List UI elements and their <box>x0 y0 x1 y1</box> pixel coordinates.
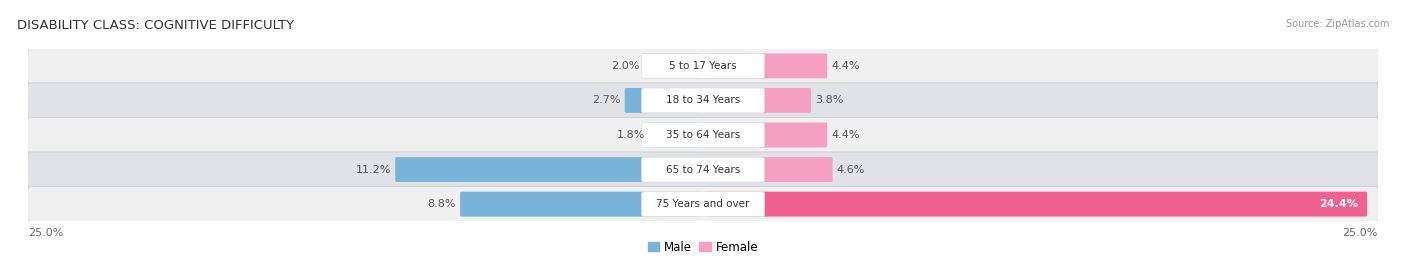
Text: 8.8%: 8.8% <box>427 199 456 209</box>
FancyBboxPatch shape <box>706 53 827 78</box>
Text: 25.0%: 25.0% <box>28 228 63 238</box>
Text: 65 to 74 Years: 65 to 74 Years <box>666 164 740 175</box>
FancyBboxPatch shape <box>641 88 765 113</box>
FancyBboxPatch shape <box>706 157 832 182</box>
FancyBboxPatch shape <box>644 53 700 78</box>
FancyBboxPatch shape <box>641 123 765 147</box>
FancyBboxPatch shape <box>28 187 1378 222</box>
FancyBboxPatch shape <box>641 53 765 78</box>
FancyBboxPatch shape <box>650 123 700 147</box>
Text: 75 Years and over: 75 Years and over <box>657 199 749 209</box>
Text: 5 to 17 Years: 5 to 17 Years <box>669 61 737 71</box>
Text: 2.0%: 2.0% <box>612 61 640 71</box>
FancyBboxPatch shape <box>706 123 827 147</box>
FancyBboxPatch shape <box>28 83 1378 118</box>
Text: 2.7%: 2.7% <box>592 95 620 106</box>
FancyBboxPatch shape <box>395 157 700 182</box>
Text: 4.4%: 4.4% <box>831 130 859 140</box>
FancyBboxPatch shape <box>28 152 1378 187</box>
Text: 1.8%: 1.8% <box>617 130 645 140</box>
Text: 25.0%: 25.0% <box>1343 228 1378 238</box>
Text: 4.4%: 4.4% <box>831 61 859 71</box>
FancyBboxPatch shape <box>641 157 765 182</box>
Text: DISABILITY CLASS: COGNITIVE DIFFICULTY: DISABILITY CLASS: COGNITIVE DIFFICULTY <box>17 19 294 32</box>
FancyBboxPatch shape <box>28 117 1378 153</box>
FancyBboxPatch shape <box>624 88 700 113</box>
FancyBboxPatch shape <box>706 192 1367 217</box>
FancyBboxPatch shape <box>460 192 700 217</box>
Text: 35 to 64 Years: 35 to 64 Years <box>666 130 740 140</box>
FancyBboxPatch shape <box>641 192 765 217</box>
FancyBboxPatch shape <box>28 48 1378 83</box>
Text: 4.6%: 4.6% <box>837 164 865 175</box>
Text: 24.4%: 24.4% <box>1319 199 1358 209</box>
Text: 11.2%: 11.2% <box>356 164 391 175</box>
Text: Source: ZipAtlas.com: Source: ZipAtlas.com <box>1285 19 1389 29</box>
Text: 18 to 34 Years: 18 to 34 Years <box>666 95 740 106</box>
FancyBboxPatch shape <box>706 88 811 113</box>
Legend: Male, Female: Male, Female <box>648 241 758 254</box>
Text: 3.8%: 3.8% <box>815 95 844 106</box>
